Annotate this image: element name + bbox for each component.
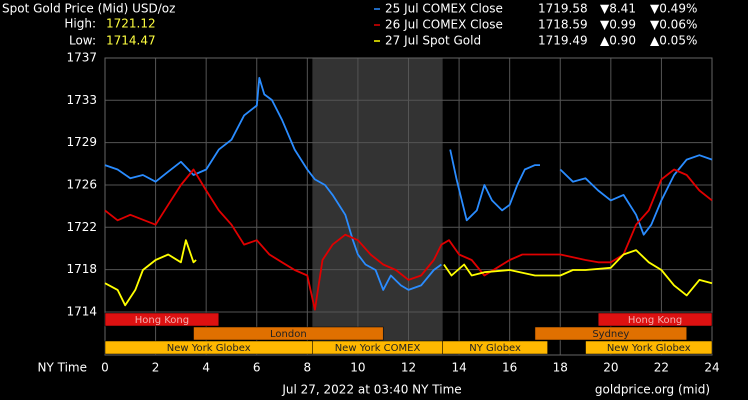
legend-change: ▼8.41 [600,2,636,16]
session-label: New York Globex [607,343,691,354]
price-line [104,168,713,311]
x-tick-label: 18 [553,361,568,375]
footer: Jul 27, 2022 at 03:40 NY Time [281,383,461,397]
session-label: London [270,329,307,340]
low-label: Low: [69,34,96,48]
shaded-region [312,58,443,355]
legend-change-pct: ▲0.05% [650,34,697,48]
legend-label: 26 Jul COMEX Close [385,18,503,32]
x-tick-label: 16 [502,361,517,375]
session-band [534,326,687,341]
session-label: Hong Kong [628,315,682,326]
session-band [193,326,384,341]
y-tick-label: 1726 [66,177,97,191]
x-tick-label: 4 [202,361,210,375]
high-label: High: [64,17,96,31]
legend-change: ▲0.90 [600,34,636,48]
x-tick-label: 20 [603,361,618,375]
session-band [442,340,548,355]
price-line [104,239,713,307]
x-tick-label: 14 [451,361,466,375]
high-value: 1721.12 [106,17,156,31]
legend-label: 25 Jul COMEX Close [385,2,503,16]
x-tick-label: 8 [304,361,312,375]
legend-close: 1719.58 [538,2,588,16]
session-label: New York COMEX [335,343,421,354]
y-tick-label: 1729 [66,135,97,149]
x-tick-label: 2 [152,361,160,375]
y-tick-label: 1722 [66,220,97,234]
plot-border [104,57,713,356]
legend-label: 27 Jul Spot Gold [385,34,481,48]
legend-change-pct: ▼0.06% [650,18,697,32]
source: goldprice.org (mid) [595,383,710,397]
session-label: NY Globex [469,343,521,354]
legend-change: ▼0.99 [600,18,636,32]
session-band [104,312,220,327]
x-axis-label: NY Time [38,361,88,375]
session-band [585,340,713,355]
x-tick-label: 0 [101,361,109,375]
y-tick-label: 1737 [66,51,97,65]
y-tick-label: 1714 [66,304,97,318]
session-band [597,312,713,327]
legend-change-pct: ▼0.49% [650,2,697,16]
session-label: Hong Kong [135,315,189,326]
legend-close: 1718.59 [538,18,588,32]
price-line [104,77,713,291]
x-tick-label: 22 [654,361,669,375]
chart-title: Spot Gold Price (Mid) USD/oz [2,2,175,16]
legend-close: 1719.49 [538,34,588,48]
x-tick-label: 12 [401,361,416,375]
x-tick-label: 6 [253,361,261,375]
x-tick-label: 24 [704,361,719,375]
y-tick-label: 1733 [66,93,97,107]
y-tick-label: 1718 [66,262,97,276]
x-tick-label: 10 [350,361,365,375]
low-value: 1714.47 [106,34,156,48]
session-label: New York Globex [167,343,251,354]
session-label: Sydney [592,329,629,340]
